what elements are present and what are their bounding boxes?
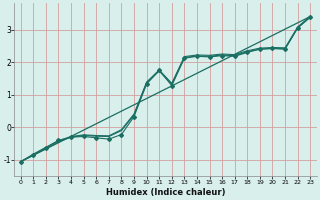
X-axis label: Humidex (Indice chaleur): Humidex (Indice chaleur) (106, 188, 225, 197)
